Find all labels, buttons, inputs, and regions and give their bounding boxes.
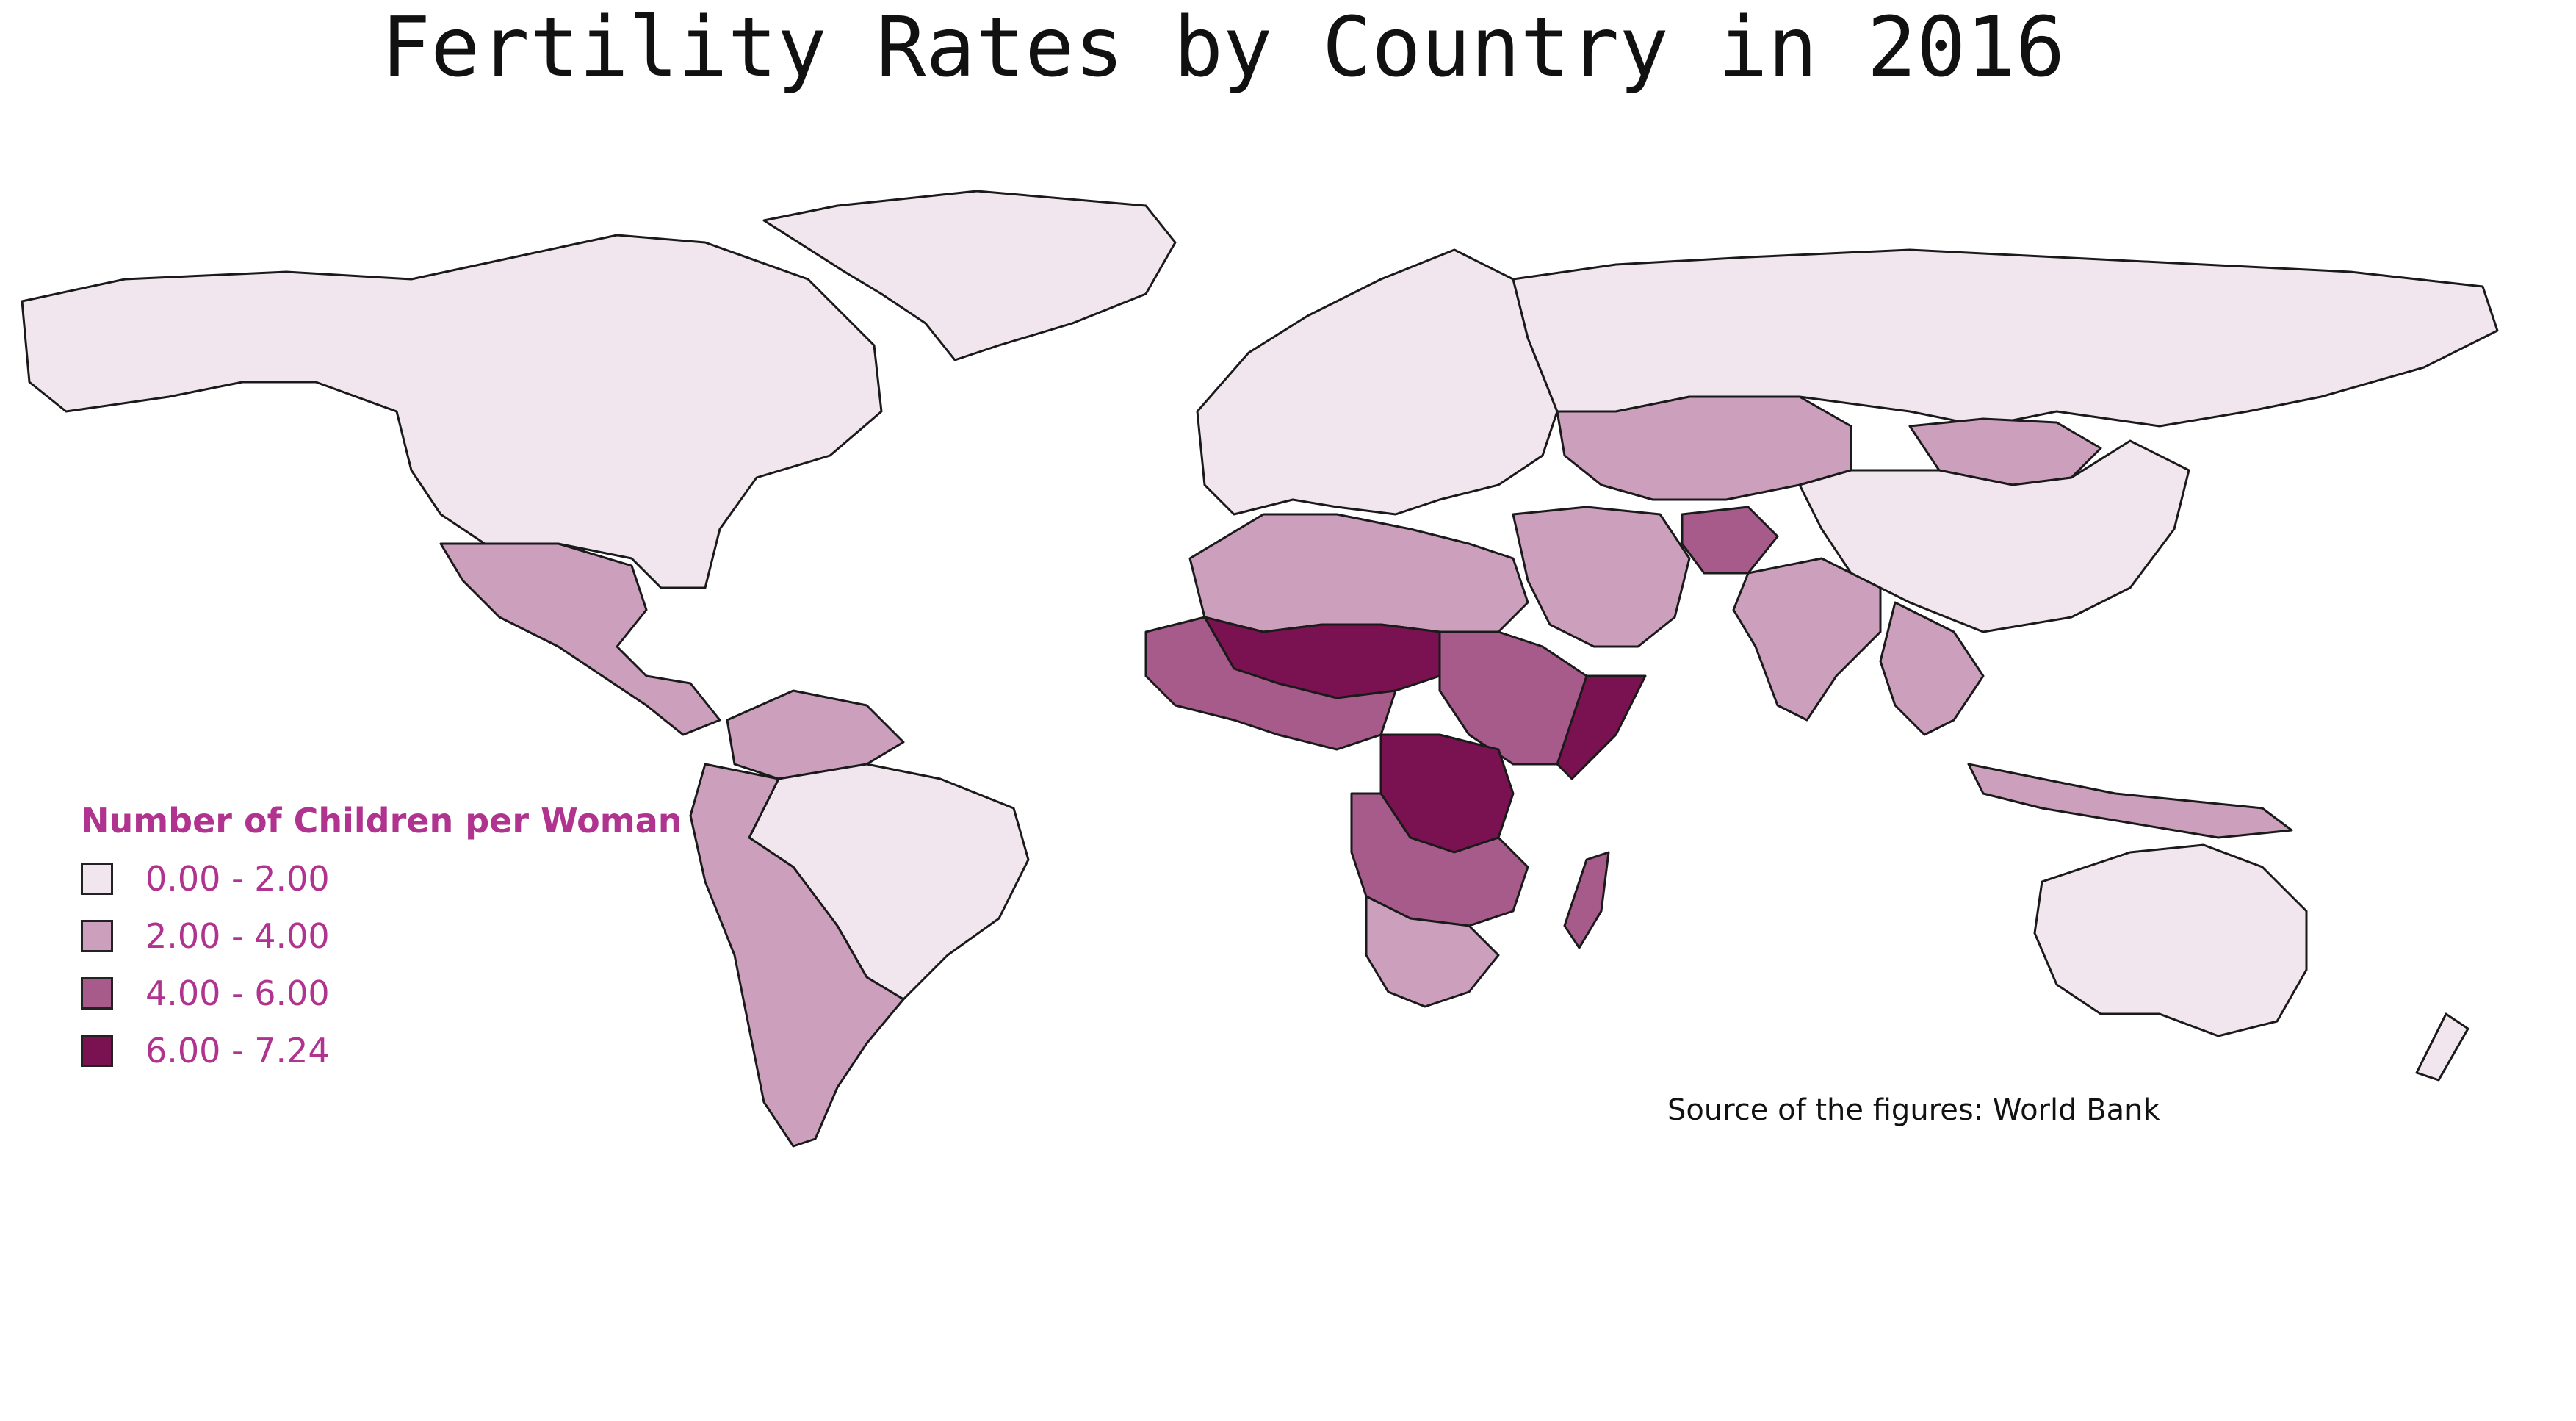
region-greenland [762, 190, 1177, 361]
region-south-america-south [689, 763, 905, 1148]
region-afghanistan [1681, 506, 1779, 575]
legend-label: 6.00 - 7.24 [145, 1031, 330, 1071]
legend-swatch [81, 863, 113, 895]
legend-title: Number of Children per Woman [81, 801, 682, 841]
map-title: Fertility Rates by Country in 2016 [380, 0, 2066, 96]
region-madagascar [1563, 851, 1610, 949]
legend-item: 4.00 - 6.00 [81, 973, 668, 1017]
legend-swatch [81, 977, 113, 1010]
map-legend: Number of Children per Woman 0.00 - 2.00… [81, 801, 742, 1080]
region-north-america [21, 234, 883, 589]
legend-label: 4.00 - 6.00 [145, 974, 330, 1013]
legend-item: 2.00 - 4.00 [81, 915, 668, 960]
legend-swatch [81, 1035, 113, 1067]
region-somalia [1556, 674, 1647, 780]
region-southeast-asia [1879, 601, 1985, 736]
source-note: Source of the figures: World Bank [1667, 1093, 2160, 1127]
region-australia [2033, 843, 2308, 1037]
legend-swatch [81, 920, 113, 952]
region-mexico-central-america [439, 542, 721, 736]
legend-item: 0.00 - 2.00 [81, 858, 668, 902]
region-new-zealand [2415, 1012, 2469, 1082]
region-russia [1512, 248, 2499, 428]
legend-item: 6.00 - 7.24 [81, 1030, 668, 1074]
region-southern-africa [1365, 895, 1500, 1008]
legend-label: 2.00 - 4.00 [145, 916, 330, 956]
region-north-africa [1188, 513, 1529, 633]
region-indonesia [1967, 763, 2293, 839]
legend-label: 0.00 - 2.00 [145, 859, 330, 899]
region-southern-central-africa [1350, 792, 1529, 927]
region-europe [1196, 248, 1559, 516]
region-middle-east [1512, 506, 1691, 648]
region-south-asia [1732, 557, 1882, 722]
